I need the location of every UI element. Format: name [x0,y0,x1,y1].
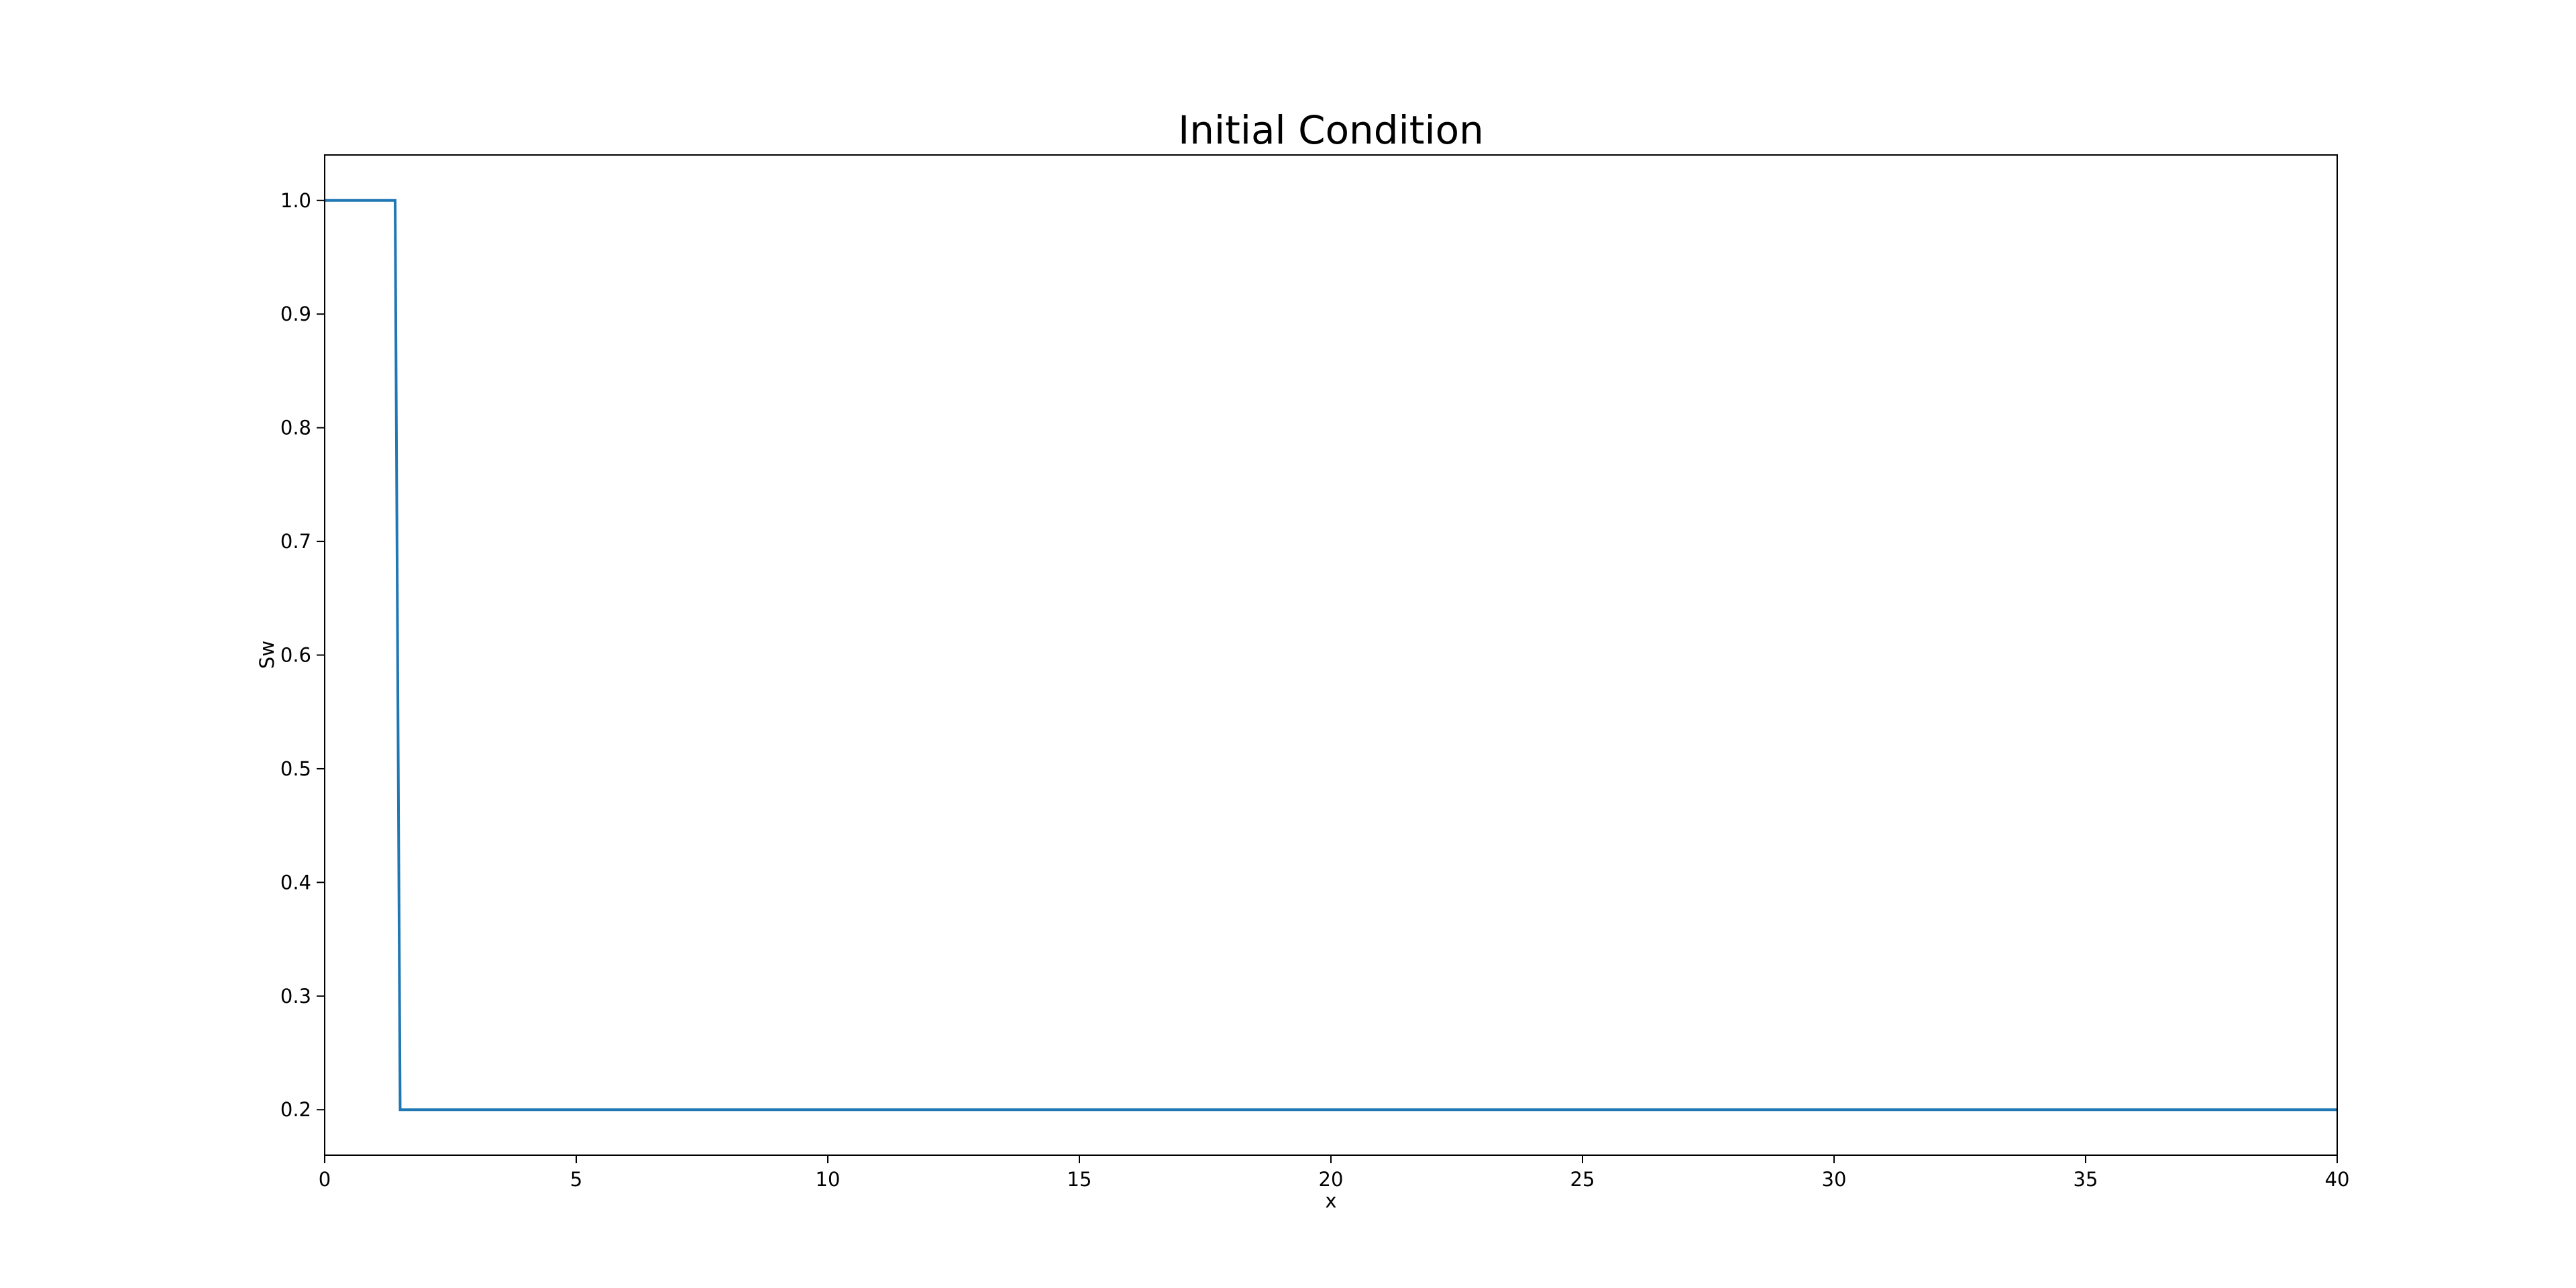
y-tick-label: 1.0 [280,189,311,212]
series-line [325,199,2337,1112]
x-tick-label: 15 [1067,1168,1092,1191]
x-axis-label: x [1325,1189,1336,1212]
x-tick-label: 30 [1822,1168,1847,1191]
x-tick-label: 0 [319,1168,331,1191]
y-tick-label: 0.4 [280,871,311,894]
y-axis-ticks: 0.2 0.3 0.4 0.5 0.6 0.7 0.8 0.9 1.0 [280,189,325,1121]
x-tick-label: 5 [570,1168,582,1191]
y-tick-label: 0.6 [280,644,311,667]
plot-area-frame [324,154,2338,1156]
y-tick-label: 0.5 [280,757,311,780]
x-tick-label: 25 [1570,1168,1595,1191]
x-tick-label: 10 [816,1168,841,1191]
x-tick-label: 40 [2325,1168,2350,1191]
y-tick-label: 0.3 [280,985,311,1008]
x-tick-label: 20 [1319,1168,1344,1191]
y-tick-label: 0.8 [280,417,311,439]
x-axis-ticks: 0 5 10 15 20 25 30 35 40 [319,1155,2350,1191]
plot-series [325,199,2337,1112]
y-tick-label: 0.9 [280,303,311,325]
x-tick-label: 35 [2074,1168,2098,1191]
y-tick-label: 0.2 [280,1098,311,1121]
chart-title: Initial Condition [1178,107,1484,153]
y-tick-label: 0.7 [280,530,311,553]
y-axis-label: Sw [256,641,278,669]
